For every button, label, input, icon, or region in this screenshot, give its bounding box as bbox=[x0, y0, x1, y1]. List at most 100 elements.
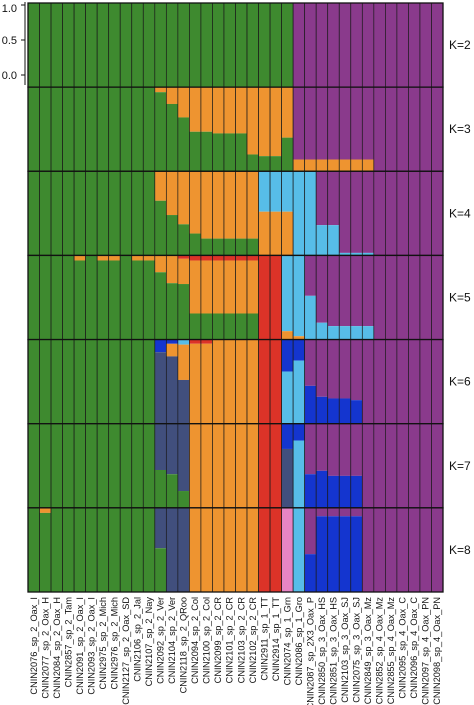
ancestry-segment bbox=[177, 117, 190, 172]
ancestry-segment bbox=[362, 252, 374, 256]
ancestry-segment bbox=[143, 87, 155, 172]
ancestry-segment bbox=[235, 339, 248, 424]
ancestry-segment bbox=[281, 137, 294, 172]
sample-label: CNIN2086_sp_1_Gro bbox=[294, 597, 304, 685]
ancestry-segment bbox=[339, 87, 351, 160]
ancestry-segment bbox=[74, 339, 86, 424]
ancestry-segment bbox=[235, 507, 248, 592]
ancestry-segment bbox=[304, 159, 317, 172]
ancestry-segment bbox=[28, 255, 40, 340]
ancestry-segment bbox=[281, 3, 294, 88]
ancestry-segment bbox=[39, 339, 52, 424]
ancestry-segment bbox=[62, 507, 75, 592]
ancestry-segment bbox=[166, 3, 178, 88]
ancestry-segment bbox=[408, 87, 420, 172]
ancestry-segment bbox=[258, 339, 271, 424]
ancestry-segment bbox=[51, 3, 63, 88]
ancestry-segment bbox=[258, 3, 271, 88]
ancestry-segment bbox=[327, 159, 340, 172]
ancestry-segment bbox=[28, 339, 40, 424]
sample-label: CNIN2851_sp_3_Oax_HS bbox=[328, 597, 338, 705]
ancestry-segment bbox=[396, 87, 409, 172]
ancestry-segment bbox=[362, 339, 374, 424]
ancestry-segment bbox=[235, 133, 248, 172]
sample-label: CNIN2976_sp_2_Mich bbox=[109, 597, 119, 689]
ancestry-segment bbox=[316, 159, 328, 172]
ancestry-segment bbox=[85, 87, 98, 172]
ancestry-segment bbox=[431, 255, 443, 340]
ancestry-segment bbox=[385, 507, 397, 592]
ancestry-segment bbox=[200, 131, 213, 172]
ancestry-segment bbox=[177, 224, 190, 256]
ancestry-segment bbox=[154, 3, 167, 88]
ancestry-segment bbox=[200, 238, 213, 256]
ancestry-segment bbox=[166, 423, 178, 475]
ancestry-segment bbox=[223, 133, 236, 172]
ancestry-segment bbox=[408, 255, 420, 340]
ancestry-segment bbox=[189, 313, 201, 340]
ancestry-segment bbox=[350, 400, 363, 424]
ancestry-segment bbox=[316, 87, 328, 160]
ancestry-segment bbox=[408, 339, 420, 424]
ancestry-segment bbox=[281, 448, 294, 508]
panel-K8 bbox=[27, 507, 444, 593]
ancestry-segment bbox=[350, 255, 363, 327]
ancestry-segment bbox=[247, 154, 259, 172]
panel-K5 bbox=[27, 254, 444, 341]
ancestry-segment bbox=[62, 255, 75, 340]
ancestry-segment bbox=[177, 258, 190, 285]
ancestry-segment bbox=[281, 331, 294, 340]
ancestry-segment bbox=[293, 3, 305, 88]
y-tick-label: 0.5 bbox=[2, 35, 17, 47]
ancestry-segment bbox=[177, 171, 190, 225]
ancestry-segment bbox=[200, 423, 213, 508]
ancestry-segment bbox=[362, 423, 374, 508]
ancestry-segment bbox=[212, 133, 224, 172]
ancestry-segment bbox=[200, 87, 213, 132]
sample-label: CNIN2104_sp_2_Ver bbox=[167, 597, 177, 684]
ancestry-segment bbox=[200, 260, 213, 314]
ancestry-segment bbox=[362, 159, 374, 172]
ancestry-segment bbox=[177, 284, 190, 340]
ancestry-segment bbox=[431, 339, 443, 424]
ancestry-segment bbox=[85, 255, 98, 340]
ancestry-segment bbox=[154, 87, 167, 93]
sample-label: CNIN2107_sp_2_Nay bbox=[144, 597, 154, 687]
ancestry-segment bbox=[212, 87, 224, 134]
panel-K7 bbox=[27, 423, 444, 509]
ancestry-segment bbox=[373, 507, 386, 592]
ancestry-segment bbox=[166, 283, 178, 340]
ancestry-segment bbox=[85, 339, 98, 424]
ancestry-segment bbox=[281, 211, 294, 256]
sample-label: CNIN2855_sp_4_Oax_Mz bbox=[386, 597, 396, 705]
ancestry-segment bbox=[258, 87, 271, 157]
sample-label: CNIN2975_sp_2_Mich bbox=[98, 597, 108, 689]
ancestry-segment bbox=[177, 507, 190, 592]
ancestry-segment bbox=[396, 255, 409, 340]
ancestry-segment bbox=[247, 238, 259, 256]
ancestry-segment bbox=[97, 87, 109, 172]
ancestry-segment bbox=[74, 507, 86, 592]
ancestry-segment bbox=[212, 313, 224, 340]
ancestry-segment bbox=[85, 507, 98, 592]
ancestry-segment bbox=[431, 423, 443, 508]
ancestry-segment bbox=[177, 379, 190, 424]
ancestry-segment bbox=[200, 3, 213, 88]
k-label: K=5 bbox=[449, 291, 471, 305]
k-labels: K=2 K=3 K=4 K=5 K=6 K=7 K=8 bbox=[449, 38, 471, 557]
sample-label: CNIN2097_sp_4_Oax_PN bbox=[421, 597, 431, 705]
ancestry-segment bbox=[28, 3, 40, 88]
ancestry-segment bbox=[373, 171, 386, 256]
ancestry-segment bbox=[270, 507, 282, 592]
ancestry-segment bbox=[154, 352, 167, 424]
ancestry-segment bbox=[97, 339, 109, 424]
ancestry-segment bbox=[108, 255, 121, 261]
ancestry-segment bbox=[62, 171, 75, 256]
ancestry-segment bbox=[51, 423, 63, 508]
sample-label: CNIN2103_sp_3_Oax_SJ bbox=[340, 597, 350, 703]
ancestry-segment bbox=[154, 200, 167, 256]
ancestry-segment bbox=[177, 344, 190, 380]
ancestry-segment bbox=[327, 171, 340, 226]
ancestry-segment bbox=[154, 92, 167, 172]
ancestry-segment bbox=[212, 238, 224, 256]
